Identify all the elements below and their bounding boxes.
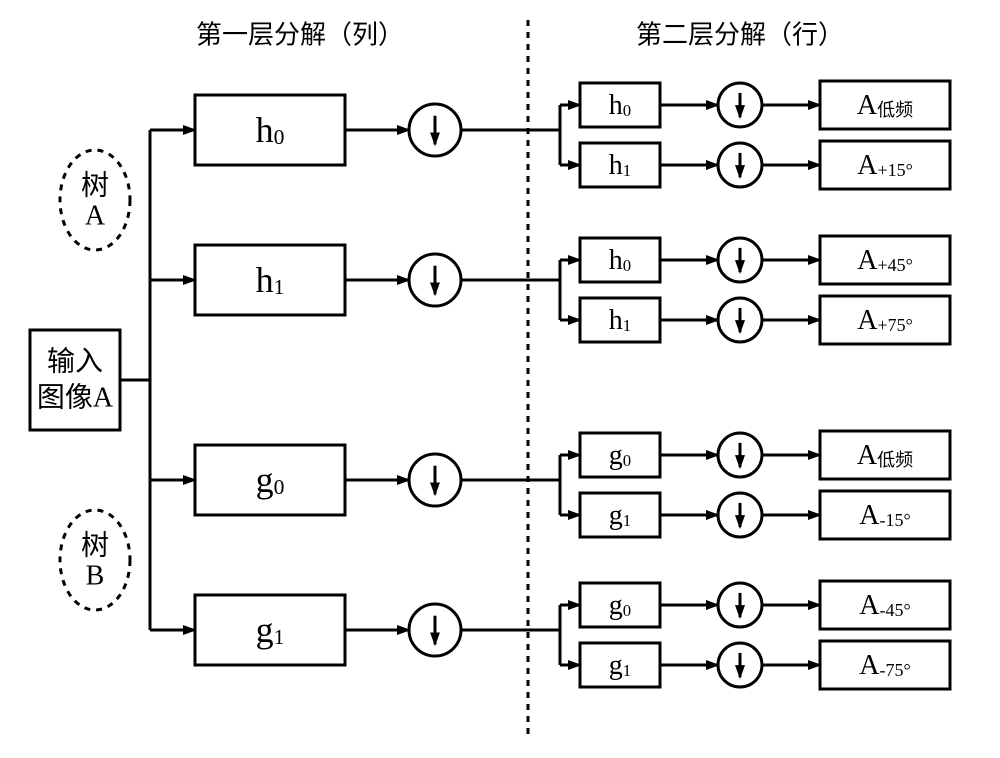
l1-filter-label-3: g1: [256, 610, 285, 650]
output-label-2: A+45°: [857, 245, 913, 276]
tree-label-1-2: B: [86, 561, 105, 592]
input-label-1: 输入: [47, 346, 103, 378]
l2-filter-label-6: g0: [609, 590, 631, 621]
tree-label-0-2: A: [85, 201, 106, 232]
tree-label-0-1: 树: [81, 170, 109, 202]
l2-filter-label-7: g1: [609, 650, 631, 681]
output-label-0: A低频: [857, 90, 913, 121]
l1-filter-label-2: g0: [256, 460, 285, 500]
input-box: [30, 330, 120, 430]
output-label-3: A+75°: [857, 305, 913, 336]
l2-filter-label-1: h1: [609, 150, 631, 181]
tree-label-1-1: 树: [81, 530, 109, 562]
output-label-5: A-15°: [859, 500, 910, 531]
l1-filter-label-1: h1: [256, 260, 285, 300]
l2-filter-label-2: h0: [609, 245, 631, 276]
l2-filter-label-5: g1: [609, 500, 631, 531]
title-level1: 第一层分解（列）: [196, 21, 404, 50]
output-label-6: A-45°: [859, 590, 910, 621]
l2-filter-label-3: h1: [609, 305, 631, 336]
l2-filter-label-0: h0: [609, 90, 631, 121]
output-label-1: A+15°: [857, 150, 913, 181]
output-label-7: A-75°: [859, 650, 910, 681]
title-level2: 第二层分解（行）: [636, 21, 844, 50]
l1-filter-label-0: h0: [256, 110, 285, 150]
l2-filter-label-4: g0: [609, 440, 631, 471]
input-label-2: 图像A: [37, 382, 114, 414]
output-label-4: A低频: [857, 440, 913, 471]
